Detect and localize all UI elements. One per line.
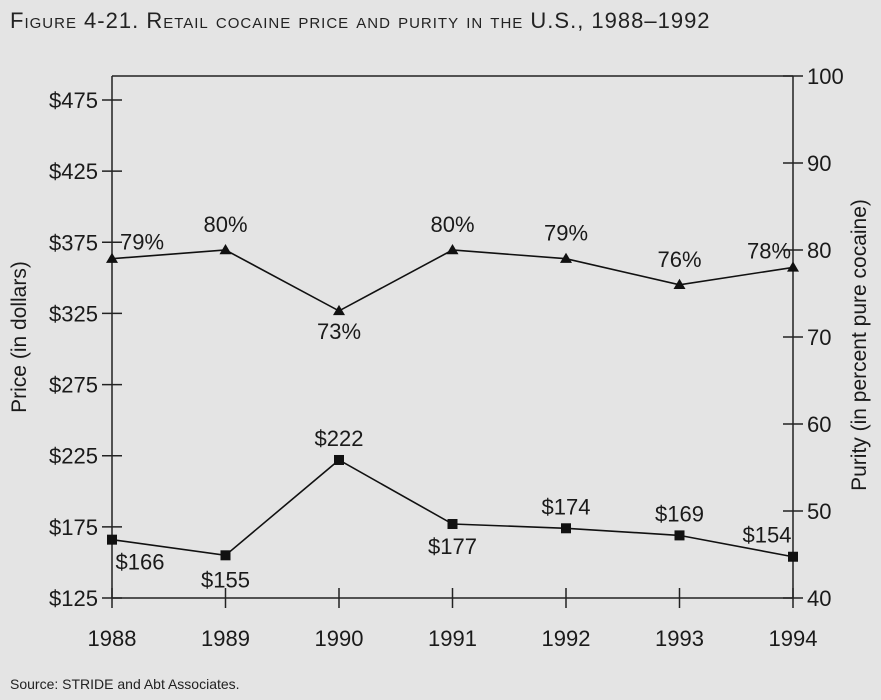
price-data-label: $177 [428, 534, 477, 559]
right-tick-label: 40 [807, 586, 831, 611]
source-note: Source: STRIDE and Abt Associates. [10, 676, 240, 692]
price-point [334, 454, 344, 465]
left-tick-label: $475 [49, 88, 98, 113]
purity-point [106, 252, 118, 263]
x-tick-label: 1990 [315, 626, 364, 651]
chart: $125 $175 $225 $275 $325 $375 $425 $475 40 50 60 70… [8, 64, 871, 651]
right-tick-label: 90 [807, 151, 831, 176]
left-tick-label: $125 [49, 586, 98, 611]
figure-title: Figure 4-21. Retail cocaine price and pu… [10, 8, 711, 33]
right-tick-label: 70 [807, 325, 831, 350]
right-tick-label: 60 [807, 412, 831, 437]
purity-data-label: 78% [747, 238, 791, 263]
purity-point [446, 244, 459, 255]
purity-point [219, 244, 232, 255]
price-data-label: $174 [542, 494, 591, 519]
right-tick-label: 80 [807, 238, 831, 263]
x-tick-label: 1994 [769, 626, 818, 651]
purity-point [333, 304, 345, 316]
price-point [447, 519, 458, 530]
left-tick-label: $425 [49, 159, 98, 184]
x-tick-label: 1993 [655, 626, 704, 651]
left-tick-label: $325 [49, 301, 98, 326]
price-point [107, 534, 117, 545]
price-point [674, 530, 685, 541]
price-point [220, 550, 231, 561]
y-axis-label-right: Purity (in percent pure cocaine) [848, 199, 871, 491]
left-tick-label: $175 [49, 515, 98, 540]
price-point [788, 551, 798, 562]
price-data-label: $154 [743, 523, 792, 548]
left-tick-label: $275 [49, 373, 98, 398]
purity-data-label: 76% [657, 247, 701, 272]
x-tick-label: 1988 [88, 626, 137, 651]
x-tick-label: 1992 [542, 626, 591, 651]
price-data-label: $169 [655, 501, 704, 526]
y-axis-label: Price (in dollars) [8, 261, 31, 413]
purity-data-label: 80% [203, 212, 247, 237]
purity-point [673, 278, 686, 289]
axes: $125 $175 $225 $275 $325 $375 $425 $475 40 50 60 70… [8, 64, 871, 651]
x-tick-label: 1989 [201, 626, 250, 651]
purity-data-label: 79% [544, 221, 588, 246]
right-tick-label: 50 [807, 499, 831, 524]
purity-data-label: 80% [430, 212, 474, 237]
left-tick-label: $225 [49, 444, 98, 469]
right-tick-label: 100 [807, 64, 844, 89]
purity-point [560, 252, 572, 263]
purity-data-label: 73% [317, 319, 361, 344]
price-data-label: $155 [201, 567, 250, 592]
series: 79% 80% 73% 80% 79% 76% 78% $166 $155 $222 $177 $17… [106, 212, 799, 592]
purity-data-label: 79% [120, 230, 164, 255]
x-tick-label: 1991 [428, 626, 477, 651]
price-data-label: $222 [315, 426, 364, 451]
price-point [561, 523, 571, 534]
price-data-label: $166 [116, 550, 165, 575]
purity-point [787, 261, 799, 272]
left-tick-label: $375 [49, 230, 98, 255]
